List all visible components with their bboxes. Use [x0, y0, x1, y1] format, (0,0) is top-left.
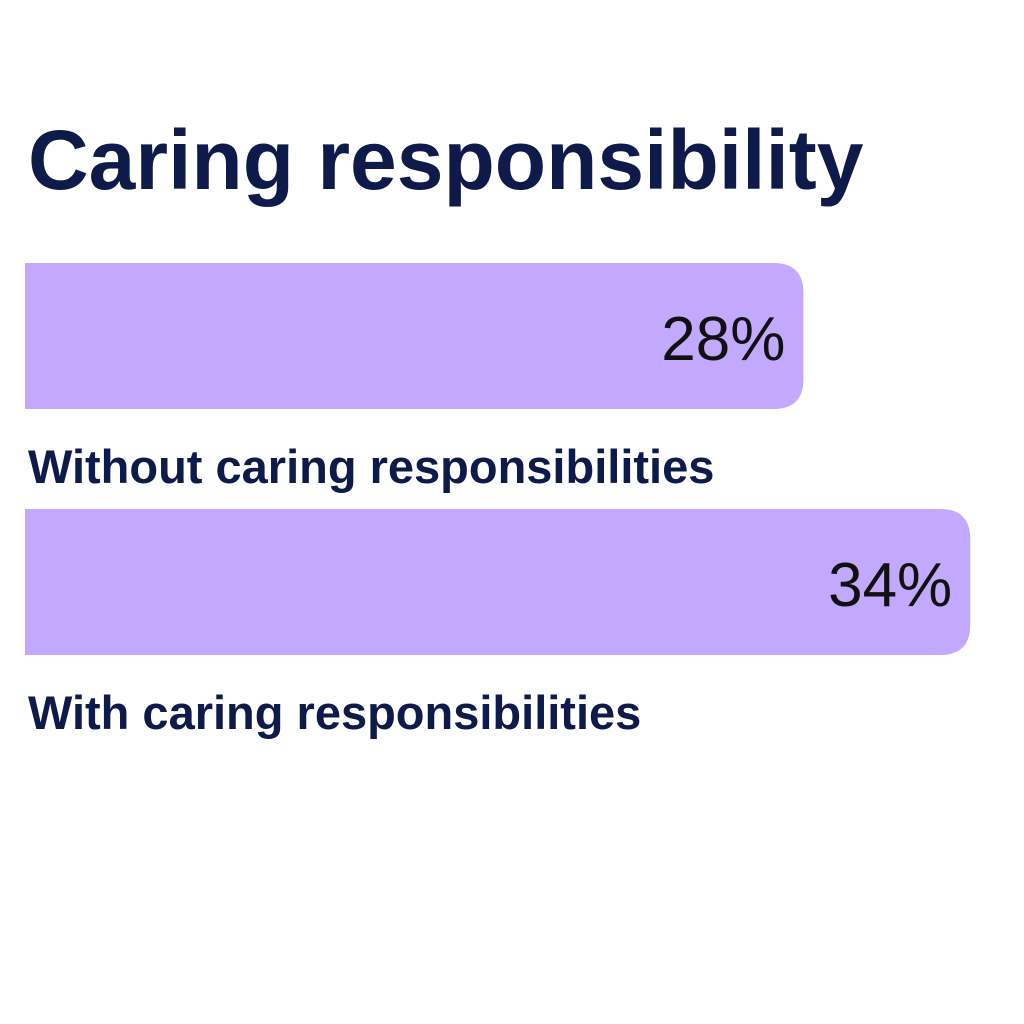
- category-label: Without caring responsibilities: [28, 440, 714, 493]
- value-label: 28%: [661, 305, 785, 374]
- category-label: With caring responsibilities: [28, 686, 641, 739]
- chart-title: Caring responsibility: [28, 113, 864, 207]
- bar-1: [25, 263, 804, 409]
- bar-2: [25, 509, 971, 655]
- value-label: 34%: [828, 551, 952, 620]
